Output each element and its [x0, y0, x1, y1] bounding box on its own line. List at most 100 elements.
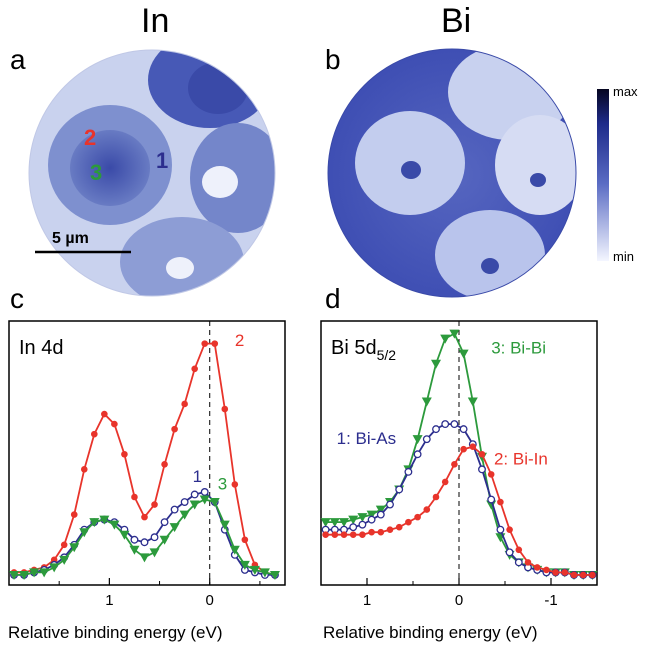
- data-point: [348, 515, 359, 525]
- data-point: [487, 495, 496, 504]
- data-point: [140, 538, 149, 547]
- data-point: [449, 329, 460, 339]
- data-point: [121, 450, 128, 458]
- data-point: [91, 430, 98, 438]
- data-point: [101, 410, 108, 418]
- series-annotation: 2: Bi-In: [494, 449, 548, 468]
- data-point: [467, 397, 478, 407]
- data-point: [70, 511, 78, 518]
- data-point: [367, 515, 376, 524]
- data-point: [497, 498, 504, 506]
- series-annotation: 1: Bi-As: [337, 429, 397, 448]
- data-point: [139, 553, 150, 563]
- data-point: [357, 513, 368, 523]
- data-point: [552, 569, 559, 576]
- data-point: [570, 571, 578, 579]
- data-point: [395, 485, 404, 494]
- colorbar-min-label: min: [613, 249, 634, 264]
- data-point: [200, 488, 209, 496]
- in-map: max min 2 3 1 5 µm: [28, 48, 638, 298]
- data-point: [358, 520, 367, 529]
- data-point: [505, 548, 514, 557]
- region-label-3: 3: [90, 160, 102, 185]
- data-point: [478, 465, 486, 474]
- data-point: [151, 501, 158, 508]
- data-point: [129, 545, 140, 555]
- data-point: [421, 397, 432, 407]
- x-tick-label: -1: [544, 592, 557, 609]
- x-tick-label: 0: [206, 592, 214, 609]
- data-point: [386, 500, 394, 509]
- colorbar-max-label: max: [613, 84, 638, 99]
- data-point: [209, 498, 220, 508]
- data-point: [229, 545, 240, 555]
- column-title-bi: Bi: [441, 2, 472, 40]
- x-tick-label: 0: [455, 592, 463, 609]
- data-point: [170, 505, 179, 514]
- scale-bar-label: 5 µm: [52, 230, 89, 247]
- data-point: [432, 493, 440, 501]
- data-point: [423, 506, 431, 513]
- data-point: [201, 340, 209, 347]
- data-point: [458, 349, 469, 359]
- data-point: [440, 334, 451, 344]
- data-point: [469, 443, 477, 451]
- data-point: [161, 461, 168, 468]
- data-point: [561, 569, 569, 576]
- data-point: [249, 565, 260, 575]
- data-point: [487, 471, 495, 478]
- data-point: [241, 536, 249, 544]
- data-point: [515, 546, 523, 554]
- data-point: [130, 535, 139, 544]
- data-point: [405, 518, 412, 526]
- data-point: [460, 445, 467, 453]
- data-point: [171, 425, 178, 433]
- panel-letter-d: d: [325, 283, 341, 314]
- data-point: [514, 558, 523, 567]
- panel-letter-c: c: [10, 283, 24, 314]
- region-label-1: 1: [156, 148, 168, 173]
- data-point: [377, 528, 385, 536]
- region-label-2: 2: [84, 125, 96, 150]
- data-point: [189, 500, 200, 510]
- series-annotation: 1: [193, 467, 202, 486]
- data-point: [366, 510, 377, 520]
- series-2: [9, 495, 280, 580]
- chart-c-title: In 4d: [19, 337, 63, 359]
- data-point: [359, 531, 366, 539]
- data-point: [89, 518, 100, 528]
- data-point: [441, 420, 450, 429]
- data-point: [109, 520, 120, 530]
- data-point: [459, 425, 468, 434]
- data-point: [450, 420, 459, 429]
- x-tick-label: 1: [105, 592, 113, 609]
- data-point: [119, 530, 130, 540]
- data-point: [331, 531, 339, 539]
- data-point: [431, 359, 441, 369]
- data-point: [451, 461, 458, 468]
- data-point: [340, 531, 348, 539]
- data-point: [239, 560, 250, 570]
- data-point: [150, 533, 159, 542]
- data-point: [478, 450, 486, 458]
- series-annotation: 3: [218, 474, 227, 493]
- data-point: [432, 425, 440, 434]
- data-point: [533, 564, 541, 571]
- data-point: [160, 518, 169, 527]
- data-point: [219, 520, 230, 530]
- data-point: [376, 510, 385, 519]
- data-point: [320, 518, 331, 528]
- data-point: [259, 568, 270, 578]
- data-point: [496, 525, 505, 534]
- data-point: [180, 498, 189, 506]
- series-2: [322, 443, 596, 579]
- data-point: [59, 555, 70, 565]
- data-point: [141, 513, 148, 521]
- data-point: [441, 478, 449, 486]
- data-point: [579, 571, 587, 579]
- data-point: [190, 490, 199, 499]
- data-point: [79, 528, 90, 538]
- data-point: [169, 523, 180, 533]
- data-point: [211, 340, 219, 347]
